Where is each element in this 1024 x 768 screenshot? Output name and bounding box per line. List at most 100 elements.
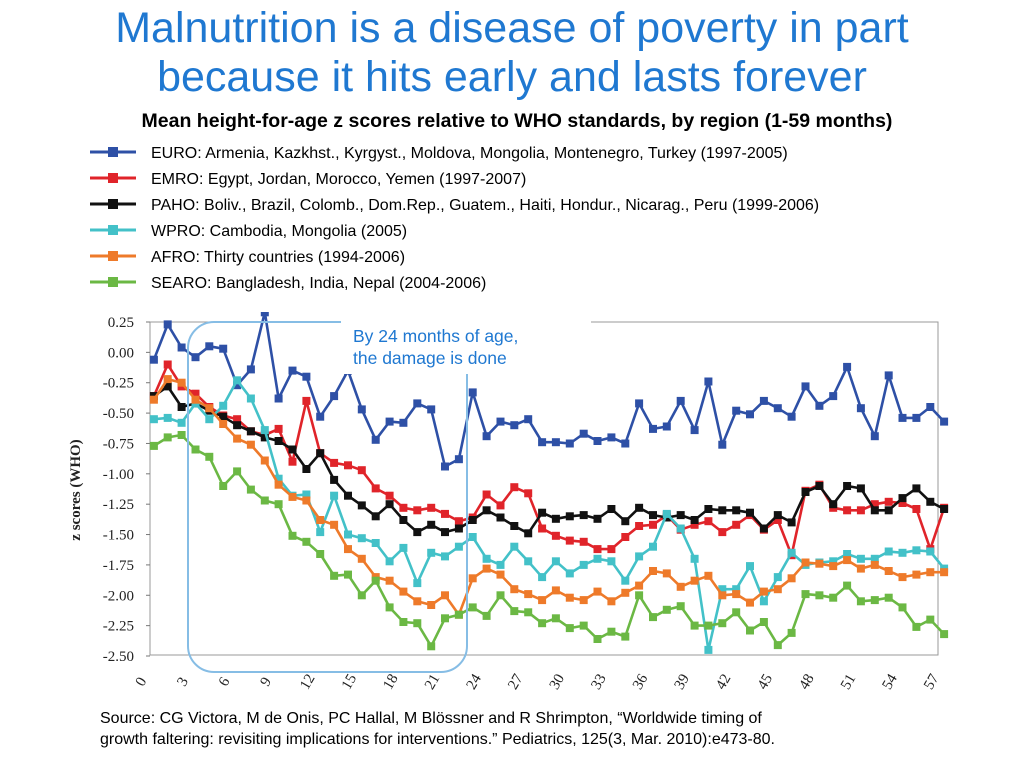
data-point (191, 353, 200, 362)
x-tick-label: 9 (258, 675, 276, 689)
data-point (898, 548, 907, 557)
data-point (773, 516, 782, 524)
data-point (344, 545, 352, 554)
data-point (260, 433, 269, 442)
data-point (191, 389, 200, 398)
data-point (316, 449, 325, 458)
data-point (746, 410, 754, 419)
data-point (344, 491, 352, 500)
data-point (260, 456, 269, 465)
data-point (621, 517, 630, 526)
data-point (732, 608, 741, 617)
data-point (385, 603, 394, 612)
data-point (870, 596, 879, 605)
data-point (371, 484, 380, 493)
data-point (427, 642, 436, 651)
data-point (510, 421, 519, 430)
data-point (815, 482, 824, 490)
data-point (704, 645, 713, 654)
data-point (759, 524, 768, 533)
data-point (413, 619, 422, 628)
x-tick-label: 3 (174, 675, 192, 689)
data-point (385, 576, 394, 585)
data-point (496, 513, 505, 522)
data-point (898, 494, 907, 503)
data-point (926, 568, 935, 577)
data-point (302, 537, 311, 546)
y-axis-label: z scores (WHO) (68, 439, 84, 540)
data-point (302, 372, 311, 381)
data-point (759, 396, 768, 405)
data-point (662, 509, 671, 518)
legend-item: AFRO: Thirty countries (1994-2006) (86, 245, 1006, 271)
y-tick-label: -1.00 (103, 467, 134, 483)
data-point (454, 455, 463, 464)
data-point (274, 480, 283, 489)
data-point (759, 597, 768, 606)
data-point (260, 496, 269, 505)
data-point (843, 550, 852, 558)
data-point (482, 506, 491, 515)
data-point (593, 635, 602, 643)
data-point (302, 490, 311, 499)
y-tick-label: 0.25 (108, 315, 134, 331)
data-point (676, 524, 685, 533)
data-point (746, 598, 754, 607)
data-point (177, 431, 186, 439)
data-point (912, 484, 921, 493)
data-point (746, 626, 754, 635)
data-point (926, 497, 935, 506)
data-point (260, 312, 269, 317)
series-line-0 (152, 312, 946, 468)
data-point (829, 562, 838, 571)
legend-marker (90, 147, 136, 157)
x-tick-label: 30 (547, 672, 568, 693)
callout-line-1: By 24 months of age, (353, 326, 518, 346)
data-point (441, 462, 449, 471)
data-point (787, 548, 796, 557)
data-point (635, 399, 644, 408)
data-point (468, 388, 477, 397)
data-point (912, 570, 921, 579)
data-point (593, 545, 602, 554)
data-point (246, 365, 255, 374)
data-point (870, 500, 879, 509)
y-tick-label: -0.25 (103, 376, 134, 392)
data-point (815, 559, 824, 568)
data-point (801, 488, 810, 496)
legend-marker (90, 277, 136, 287)
data-point (843, 482, 852, 490)
data-point (607, 557, 616, 566)
data-point (662, 569, 671, 578)
data-point (718, 506, 727, 515)
data-point (205, 342, 214, 351)
data-point (649, 613, 657, 622)
data-point (274, 437, 283, 445)
data-point (177, 418, 186, 427)
data-point (704, 621, 713, 630)
data-point (746, 562, 754, 571)
data-point (316, 528, 325, 537)
data-point (690, 426, 699, 435)
data-point (163, 382, 172, 391)
data-point (926, 403, 935, 411)
x-tick-label: 6 (216, 674, 234, 689)
x-axis: 0 3 6 9 12 15 18 21 24 27 30 33 36 39 42 45 48 51 54 57 (133, 671, 943, 692)
data-point (288, 445, 297, 454)
data-point (219, 482, 228, 490)
data-point (856, 554, 865, 563)
chart-subtitle: Mean height-for-age z scores relative to… (141, 110, 893, 132)
data-point (482, 611, 491, 620)
data-point (149, 415, 158, 424)
data-point (704, 571, 713, 580)
data-point (718, 585, 727, 594)
data-point (149, 441, 158, 450)
data-point (732, 585, 741, 594)
data-point (205, 404, 214, 413)
data-point (385, 557, 394, 566)
line-chart: 0.25 0.00 -0.25 -0.50 -0.75 -1.00 -1.25 -1.50 -1… (68, 312, 949, 692)
data-point (427, 601, 436, 609)
data-point (427, 548, 436, 557)
x-tick-label: 12 (297, 672, 318, 693)
data-point (551, 438, 560, 447)
